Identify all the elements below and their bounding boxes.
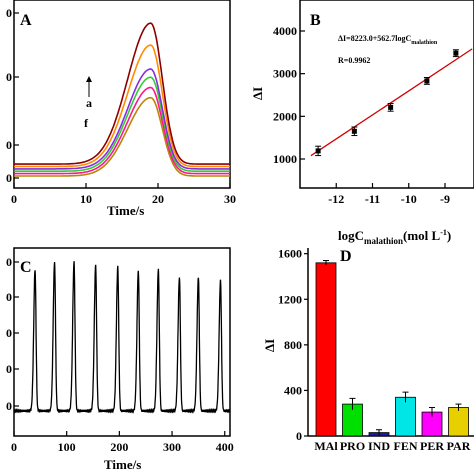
panel-c-ytick-label: 0 <box>6 326 12 340</box>
panel-b-ytick-label: 3000 <box>273 67 297 81</box>
panel-c-xtick-label: 100 <box>58 440 76 454</box>
panel-d-category-label: IND <box>368 439 390 453</box>
panel-c-frame <box>13 247 231 437</box>
panel-d-ytick-label: 800 <box>284 338 302 352</box>
panel-d-category-label: FEN <box>394 439 418 453</box>
panel-b-label: B <box>310 12 321 29</box>
panel-b-data-point <box>424 78 430 84</box>
panel-b-data-point <box>388 104 394 110</box>
panel-a-xtick-label: 10 <box>80 192 92 206</box>
panel-d-ytick-label: 1200 <box>278 292 302 306</box>
panel-c-ytick-label: 0 <box>6 255 12 269</box>
panel-a-xtick-label: 20 <box>152 192 164 206</box>
panel-c-ytick-label: 0 <box>6 290 12 304</box>
panel-c-xtick-label: 0 <box>11 440 17 454</box>
panel-c: C Time/s 0 100 200 300 400 0 0 0 0 0 <box>6 247 234 472</box>
panel-d-label: D <box>340 248 352 265</box>
panel-a-ytick-label: 0 <box>6 6 12 20</box>
panel-b-r-value: R=0.9962 <box>338 56 370 65</box>
panel-d-bar <box>448 407 469 437</box>
panel-d-ytick-label: 1600 <box>278 247 302 261</box>
panel-b-xlabel: logCmalathion(mol L-1) <box>338 228 451 246</box>
panel-c-ytick-label: 0 <box>6 362 12 376</box>
panel-b-ytick-label: 2000 <box>273 109 297 123</box>
panel-b-fit-line <box>310 48 473 157</box>
panel-b-data-point <box>351 128 357 134</box>
panel-d-category-label: PAR <box>447 439 471 453</box>
panel-c-xtick-label: 300 <box>163 440 181 454</box>
panel-b-data-point <box>315 148 321 154</box>
panel-d-ytick-label: 400 <box>284 383 302 397</box>
panel-b-xtick-label: -10 <box>401 192 417 206</box>
panel-d-category-label: PER <box>420 439 444 453</box>
panel-a-series-line <box>14 86 230 175</box>
panel-a-frame <box>13 0 231 189</box>
panel-d-ytick-label: 0 <box>296 429 302 443</box>
panel-c-label: C <box>20 259 32 276</box>
panel-a-series-line <box>14 44 230 168</box>
panel-b: B ΔI ΔI=8223.0+562.7logCmalathion R=0.99… <box>250 0 474 246</box>
panel-d-bar <box>315 262 337 437</box>
panel-a-ytick-label: 0 <box>6 171 12 185</box>
panel-a: A Time/s f a 0 10 20 30 0 0 0 0 <box>6 0 236 218</box>
panel-c-signal-line <box>13 261 231 414</box>
panel-b-frame <box>299 0 474 189</box>
panel-c-xlabel: Time/s <box>104 457 141 472</box>
panel-c-ytick-label: 0 <box>6 399 12 413</box>
panel-c-xtick-label: 400 <box>216 440 234 454</box>
panel-b-xtick-label: -9 <box>440 192 450 206</box>
panel-b-ylabel: ΔI <box>250 87 265 100</box>
panel-a-ytick-label: 0 <box>6 70 12 84</box>
panel-a-xtick-label: 0 <box>11 192 17 206</box>
panel-b-data-point <box>453 50 459 56</box>
panel-b-ytick-label: 4000 <box>273 24 297 38</box>
panel-b-xtick-label: -12 <box>328 192 344 206</box>
panel-a-series-line <box>14 22 230 165</box>
panel-a-arrowhead <box>86 76 92 82</box>
panel-c-xtick-label: 200 <box>110 440 128 454</box>
panel-a-annotation-bottom-label: a <box>86 96 92 110</box>
panel-b-xtick-label: -11 <box>365 192 380 206</box>
panel-d-category-label: MAl <box>314 439 338 453</box>
panel-a-ytick-label: 0 <box>6 138 12 152</box>
panel-a-series-line <box>14 68 230 170</box>
panel-a-xlabel: Time/s <box>107 203 144 218</box>
panel-a-annotation-top: f <box>84 116 89 130</box>
panel-d-ylabel: ΔI <box>262 339 277 352</box>
panel-b-ytick-label: 1000 <box>273 152 297 166</box>
panel-d-category-label: PRO <box>340 439 365 453</box>
panel-d-bar <box>395 396 416 437</box>
panel-a-xtick-label: 30 <box>224 192 236 206</box>
panel-a-series-line <box>14 96 230 177</box>
panel-a-series-line <box>14 76 230 172</box>
panel-b-equation: ΔI=8223.0+562.7logCmalathion <box>338 34 438 46</box>
panel-a-label: A <box>20 12 32 29</box>
